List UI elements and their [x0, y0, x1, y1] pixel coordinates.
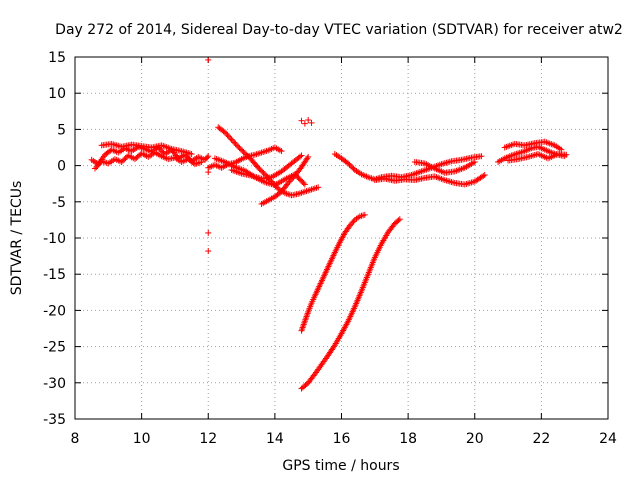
y-axis-label: SDTVAR / TECUs	[9, 181, 25, 296]
x-axis-label: GPS time / hours	[282, 458, 399, 474]
data-point	[232, 140, 239, 147]
data-point	[223, 130, 230, 137]
data-point	[346, 161, 353, 168]
data-point	[259, 168, 266, 175]
data-point	[278, 148, 285, 155]
data-point	[350, 218, 357, 225]
grid-layer	[75, 57, 608, 419]
x-tick-label: 20	[466, 431, 484, 447]
data-point	[224, 132, 231, 139]
data-point	[239, 147, 246, 154]
data-point	[310, 372, 317, 379]
data-point	[118, 158, 125, 165]
data-point	[205, 153, 212, 160]
data-point	[256, 166, 263, 173]
data-point	[361, 211, 368, 218]
data-point	[121, 156, 128, 163]
data-point	[396, 216, 403, 223]
data-point	[471, 158, 478, 165]
y-tick-label: -5	[52, 195, 66, 211]
data-point	[188, 151, 195, 158]
data-point	[122, 155, 129, 162]
y-tick-label: 15	[48, 50, 66, 66]
data-point	[478, 153, 485, 160]
data-point	[395, 217, 402, 224]
data-point	[285, 179, 292, 186]
y-tick-label: -15	[43, 267, 66, 283]
y-tick-label: -35	[43, 412, 66, 428]
data-point	[93, 164, 100, 171]
x-tick-label: 24	[599, 431, 617, 447]
data-point	[308, 119, 315, 126]
data-point	[228, 136, 235, 143]
y-tick-label: -10	[43, 231, 66, 247]
data-point	[204, 154, 211, 161]
x-tick-label: 10	[133, 431, 151, 447]
data-point	[255, 164, 262, 171]
tick-layer: 8 10 12 14 16 18 20 22 24 -35 -30 -25 -20 -15 -10 -5 0 5 1…	[43, 50, 617, 447]
data-point	[91, 165, 98, 172]
data-point	[481, 172, 488, 179]
data-point	[305, 153, 312, 160]
data-point	[95, 161, 102, 168]
data-point	[330, 343, 337, 350]
data-point	[480, 172, 487, 179]
data-point	[301, 181, 308, 188]
data-point	[289, 175, 296, 182]
data-point	[229, 137, 236, 144]
data-point	[300, 180, 307, 187]
data-point	[287, 177, 294, 184]
data-point	[159, 148, 166, 155]
y-tick-label: 5	[57, 122, 66, 138]
data-point	[305, 116, 312, 123]
data-point	[157, 147, 164, 154]
data-point	[286, 178, 293, 185]
x-tick-label: 18	[399, 431, 417, 447]
data-point	[225, 133, 232, 140]
x-tick-label: 8	[71, 431, 80, 447]
y-tick-label: 10	[48, 86, 66, 102]
data-point	[298, 117, 305, 124]
data-point	[94, 162, 101, 169]
data-point	[563, 151, 570, 158]
data-point	[315, 184, 322, 191]
data-point	[349, 164, 356, 171]
x-tick-label: 14	[266, 431, 284, 447]
data-point	[260, 169, 267, 176]
data-point	[221, 129, 228, 136]
x-tick-label: 12	[199, 431, 217, 447]
data-point	[297, 153, 304, 160]
x-tick-label: 16	[333, 431, 351, 447]
y-tick-label: -25	[43, 340, 66, 356]
data-point	[237, 146, 244, 153]
points-layer	[88, 56, 570, 392]
data-point	[235, 143, 242, 150]
x-tick-label: 22	[532, 431, 550, 447]
chart-title: Day 272 of 2014, Sidereal Day-to-day VTE…	[55, 22, 623, 38]
data-point	[205, 248, 212, 255]
data-point	[205, 229, 212, 236]
data-point	[304, 155, 311, 162]
data-point	[298, 152, 305, 159]
data-point	[347, 163, 354, 170]
data-point	[227, 135, 234, 142]
data-point	[198, 158, 205, 165]
data-point	[345, 160, 352, 167]
data-point	[240, 148, 247, 155]
data-point	[119, 157, 126, 164]
data-point	[236, 145, 243, 152]
data-point	[205, 56, 212, 63]
data-point	[233, 142, 240, 149]
data-point	[257, 167, 264, 174]
plot-frame	[74, 56, 609, 420]
y-tick-label: -20	[43, 303, 66, 319]
data-point	[231, 139, 238, 146]
y-tick-label: 0	[57, 159, 66, 175]
data-point	[301, 120, 308, 127]
y-tick-label: -30	[43, 376, 66, 392]
